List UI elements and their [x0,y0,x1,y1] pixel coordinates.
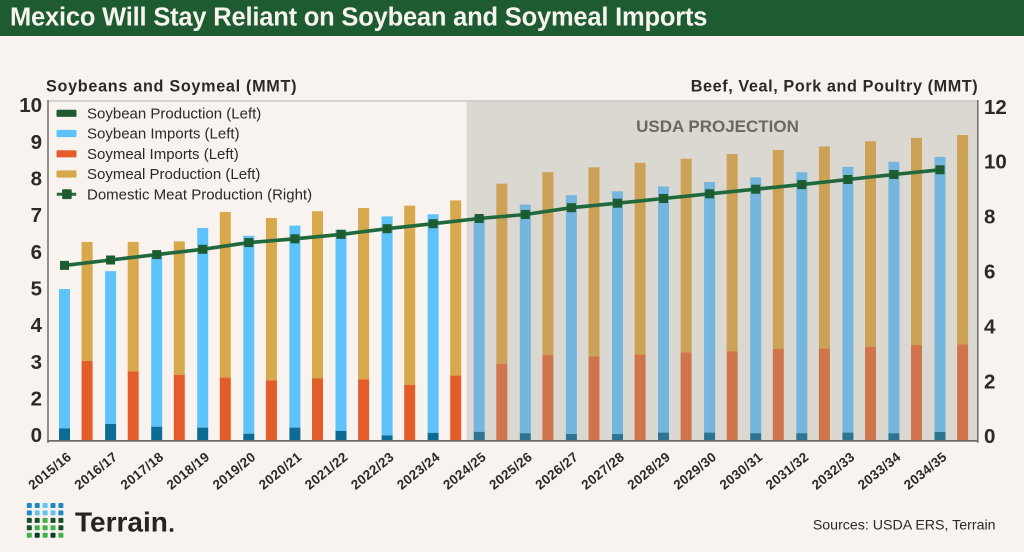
svg-text:2023/24: 2023/24 [394,449,443,493]
svg-text:8: 8 [984,206,995,229]
svg-text:2016/17: 2016/17 [72,449,121,492]
svg-text:4: 4 [984,315,996,338]
svg-text:2017/18: 2017/18 [118,449,167,493]
svg-text:USDA PROJECTION: USDA PROJECTION [636,117,799,136]
svg-text:0: 0 [984,425,995,448]
svg-text:Soymeal Imports (Left): Soymeal Imports (Left) [87,146,239,163]
svg-text:2021/22: 2021/22 [302,449,351,492]
svg-text:2015/16: 2015/16 [25,449,74,492]
svg-text:10: 10 [19,94,42,117]
svg-text:2: 2 [984,370,995,393]
svg-text:Soybean Production (Left): Soybean Production (Left) [87,106,261,123]
svg-text:2: 2 [31,388,42,411]
svg-text:Terrain: Terrain [75,507,168,538]
svg-text:8: 8 [31,168,42,191]
svg-text:2020/21: 2020/21 [256,449,305,493]
svg-text:2029/30: 2029/30 [671,449,720,492]
svg-text:2031/32: 2031/32 [763,449,812,492]
svg-text:Beef, Veal, Pork and Poultry (: Beef, Veal, Pork and Poultry (MMT) [691,78,979,96]
svg-text:5: 5 [31,278,42,301]
svg-text:2028/29: 2028/29 [624,449,673,492]
svg-text:Domestic Meat Production (Righ: Domestic Meat Production (Right) [87,186,312,203]
svg-text:2018/19: 2018/19 [164,449,213,492]
svg-text:7: 7 [31,204,42,227]
svg-text:2026/27: 2026/27 [532,449,581,492]
svg-text:3: 3 [31,351,42,374]
svg-text:2022/23: 2022/23 [348,449,397,492]
svg-text:2027/28: 2027/28 [578,449,627,493]
svg-text:6: 6 [31,241,42,264]
svg-text:0: 0 [31,424,42,447]
svg-text:Soybeans and Soymeal (MMT): Soybeans and Soymeal (MMT) [46,78,297,96]
svg-text:6: 6 [984,261,995,284]
svg-text:2032/33: 2032/33 [809,449,858,492]
svg-text:12: 12 [984,96,1007,119]
svg-text:Soymeal Production (Left): Soymeal Production (Left) [87,166,260,183]
svg-text:Sources: USDA ERS, Terrain: Sources: USDA ERS, Terrain [813,518,996,534]
svg-text:Soybean Imports (Left): Soybean Imports (Left) [87,126,240,143]
svg-text:2019/20: 2019/20 [210,449,259,492]
svg-text:2030/31: 2030/31 [717,449,766,493]
svg-text:2024/25: 2024/25 [440,449,489,493]
svg-text:2033/34: 2033/34 [855,449,904,493]
svg-text:10: 10 [984,151,1007,174]
svg-text:9: 9 [31,131,42,154]
svg-text:2025/26: 2025/26 [486,449,535,492]
svg-text:2034/35: 2034/35 [901,449,950,493]
svg-text:4: 4 [31,314,43,337]
